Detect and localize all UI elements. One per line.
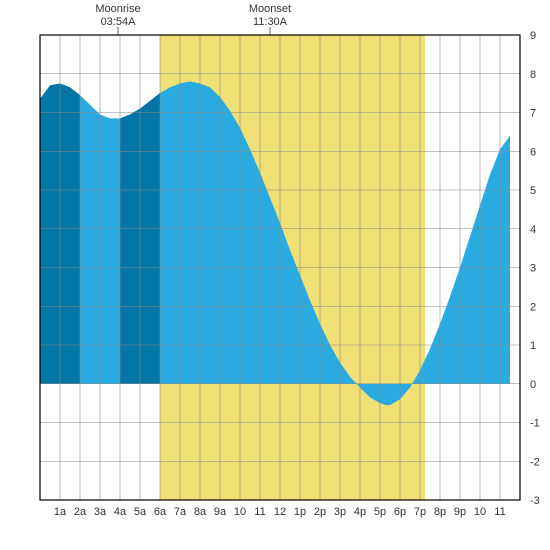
x-tick-label: 7a (174, 506, 187, 518)
x-tick-label: 1p (294, 506, 306, 518)
y-tick-label: -2 (530, 456, 540, 468)
y-tick-label: 4 (530, 224, 536, 236)
x-tick-label: 8a (194, 506, 207, 518)
y-tick-label: 0 (530, 379, 536, 391)
y-tick-label: 3 (530, 263, 536, 275)
x-tick-label: 7p (414, 506, 426, 518)
x-tick-label: 10 (234, 506, 246, 518)
y-tick-label: 7 (530, 108, 536, 120)
annotation-time: 03:54A (101, 16, 137, 28)
y-tick-label: 5 (530, 185, 536, 197)
x-tick-label: 6p (394, 506, 406, 518)
x-tick-label: 8p (434, 506, 446, 518)
y-tick-label: 2 (530, 301, 536, 313)
x-tick-label: 4a (114, 506, 127, 518)
annotation-time: 11:30A (253, 16, 288, 28)
x-tick-label: 11 (254, 506, 265, 518)
x-tick-label: 4p (354, 506, 366, 518)
x-tick-label: 5a (134, 506, 147, 518)
y-tick-label: 1 (530, 340, 536, 352)
y-tick-label: 9 (530, 30, 536, 42)
tide-chart: 1a2a3a4a5a6a7a8a9a1011121p2p3p4p5p6p7p8p… (0, 0, 550, 550)
x-tick-label: 9a (214, 506, 227, 518)
x-tick-label: 12 (274, 506, 286, 518)
x-tick-label: 5p (374, 506, 386, 518)
y-tick-label: -3 (530, 495, 540, 507)
y-tick-label: 8 (530, 69, 536, 81)
x-tick-label: 2p (314, 506, 326, 518)
x-tick-label: 3a (94, 506, 107, 518)
y-tick-label: -1 (530, 418, 540, 430)
annotation-title: Moonset (249, 3, 291, 15)
x-tick-label: 11 (494, 506, 505, 518)
x-tick-label: 9p (454, 506, 466, 518)
x-tick-label: 2a (74, 506, 87, 518)
x-tick-label: 1a (54, 506, 67, 518)
x-tick-label: 6a (154, 506, 167, 518)
y-tick-label: 6 (530, 146, 536, 158)
x-tick-label: 3p (334, 506, 346, 518)
annotation-title: Moonrise (95, 3, 140, 15)
x-tick-label: 10 (474, 506, 486, 518)
